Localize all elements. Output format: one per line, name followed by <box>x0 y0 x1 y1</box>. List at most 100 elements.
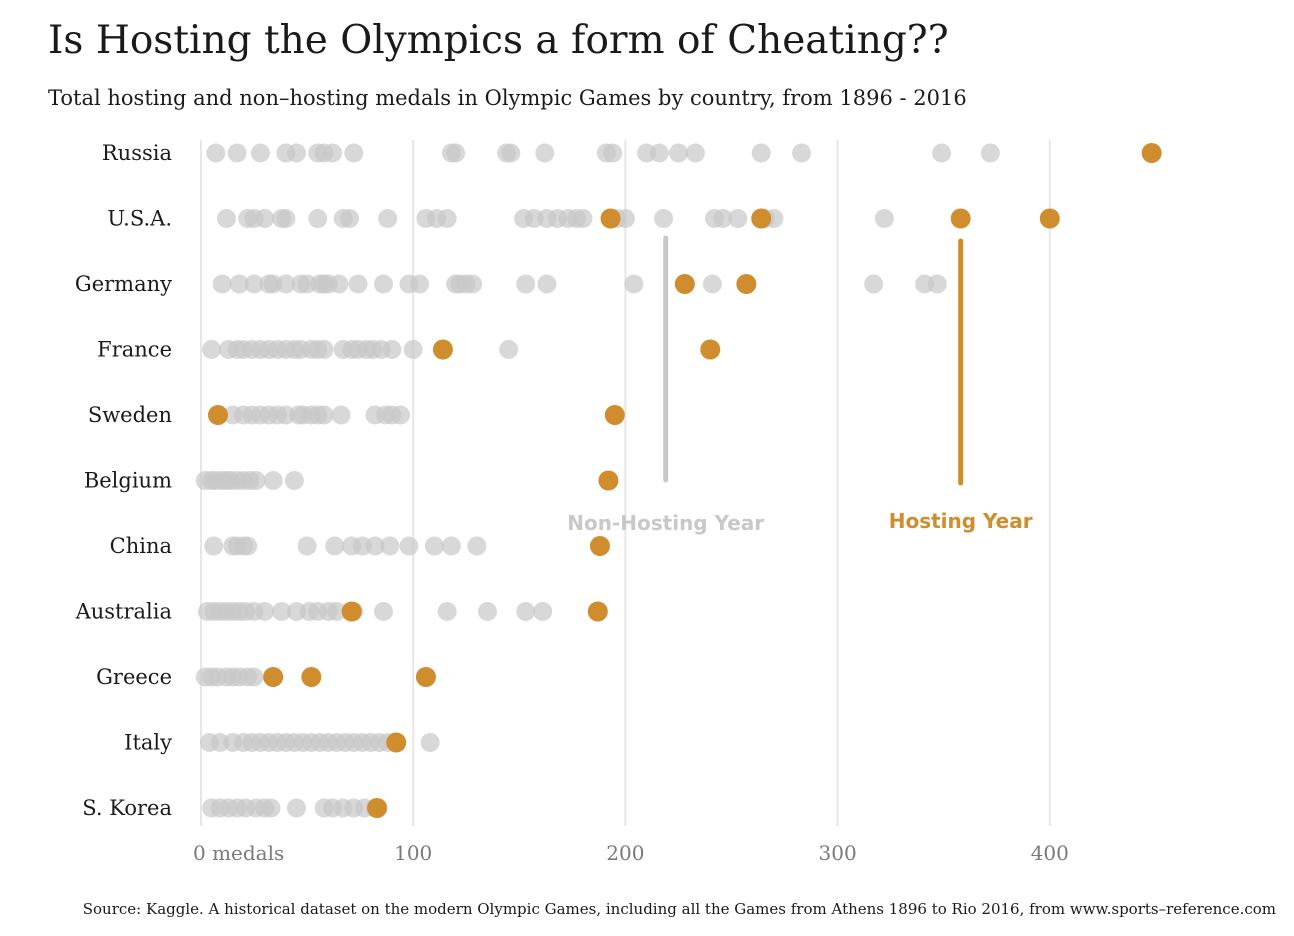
non-hosting-point <box>261 798 281 818</box>
non-hosting-point <box>728 209 748 228</box>
non-hosting-points <box>195 143 1000 818</box>
non-hosting-point <box>227 143 247 163</box>
non-hosting-point <box>340 209 360 228</box>
x-tick-label: 100 <box>394 841 432 865</box>
non-hosting-point <box>624 274 644 294</box>
non-hosting-point <box>927 274 947 294</box>
hosting-point <box>415 667 436 687</box>
hosting-point <box>263 667 284 687</box>
hosting-point <box>751 208 772 229</box>
non-hosting-point <box>533 602 553 621</box>
non-hosting-point <box>501 143 521 163</box>
non-hosting-point <box>702 274 722 294</box>
non-hosting-point <box>792 143 812 163</box>
non-hosting-point <box>399 536 419 556</box>
non-hosting-point <box>441 536 461 556</box>
hosting-point <box>341 601 362 622</box>
non-hosting-point <box>467 536 487 556</box>
non-hosting-point <box>516 602 536 621</box>
non-hosting-point <box>373 602 393 621</box>
non-hosting-point <box>499 340 519 359</box>
non-hosting-point <box>276 209 296 228</box>
non-hosting-point <box>603 143 623 163</box>
chart-title: Is Hosting the Olympics a form of Cheati… <box>48 18 949 63</box>
x-tick-label: 0 medals <box>193 841 284 865</box>
country-label: Belgium <box>84 469 172 493</box>
non-hosting-point <box>286 143 306 163</box>
non-hosting-point <box>365 536 385 556</box>
source-note: Source: Kaggle. A historical dataset on … <box>82 900 1276 918</box>
country-label: U.S.A. <box>107 207 172 231</box>
non-hosting-point <box>284 471 304 490</box>
non-hosting-point <box>537 274 557 294</box>
hosting-point <box>432 339 453 360</box>
country-label: Greece <box>96 665 172 689</box>
non-hosting-point <box>713 209 733 228</box>
annotation-label: Non-Hosting Year <box>567 511 764 535</box>
hosting-point <box>1141 143 1162 163</box>
hosting-point <box>598 470 619 491</box>
non-hosting-point <box>424 536 444 556</box>
non-hosting-point <box>864 274 884 294</box>
non-hosting-point <box>403 340 423 359</box>
non-hosting-point <box>477 602 497 621</box>
x-axis-ticks: 0 medals 100 200 300 400 <box>193 841 1069 865</box>
non-hosting-point <box>323 143 343 163</box>
non-hosting-point <box>286 798 306 818</box>
non-hosting-point <box>202 340 222 359</box>
hosting-point <box>301 667 322 687</box>
hosting-point <box>1039 208 1060 229</box>
grid-lines <box>200 140 1051 826</box>
non-hosting-point <box>420 733 440 752</box>
hosting-point <box>600 208 621 229</box>
non-hosting-point <box>344 143 364 163</box>
non-hosting-point <box>272 602 292 621</box>
non-hosting-point <box>314 340 334 359</box>
non-hosting-point <box>212 274 232 294</box>
hosting-point <box>700 339 721 360</box>
non-hosting-point <box>654 209 674 228</box>
hosting-point <box>386 732 407 753</box>
non-hosting-point <box>751 143 771 163</box>
country-label: Russia <box>102 141 172 165</box>
country-label: Italy <box>124 731 172 755</box>
non-hosting-point <box>263 471 283 490</box>
country-label: Australia <box>75 600 172 624</box>
country-label: Germany <box>75 272 172 296</box>
x-tick-label: 300 <box>819 841 857 865</box>
non-hosting-point <box>297 536 317 556</box>
x-tick-label: 400 <box>1031 841 1069 865</box>
non-hosting-point <box>329 274 349 294</box>
non-hosting-point <box>668 143 688 163</box>
annotation-label: Hosting Year <box>889 509 1033 533</box>
non-hosting-point <box>325 536 345 556</box>
non-hosting-point <box>874 209 894 228</box>
non-hosting-point <box>535 143 555 163</box>
non-hosting-point <box>932 143 952 163</box>
non-hosting-point <box>244 274 264 294</box>
non-hosting-point <box>327 602 347 621</box>
hosting-points <box>207 143 1162 818</box>
hosting-point <box>604 405 625 425</box>
non-hosting-point <box>685 143 705 163</box>
chart-subtitle: Total hosting and non–hosting medals in … <box>48 86 967 110</box>
hosting-point <box>207 405 228 425</box>
non-hosting-point <box>390 405 410 425</box>
non-hosting-point <box>573 209 593 228</box>
non-hosting-point <box>437 209 457 228</box>
country-label: Sweden <box>88 403 172 427</box>
non-hosting-point <box>410 274 430 294</box>
non-hosting-point <box>980 143 1000 163</box>
country-labels: Russia U.S.A. Germany France Sweden Belgium Ch… <box>75 141 173 820</box>
non-hosting-point <box>516 274 536 294</box>
non-hosting-point <box>348 274 368 294</box>
non-hosting-point <box>649 143 669 163</box>
non-hosting-point <box>437 602 457 621</box>
non-hosting-point <box>216 209 236 228</box>
non-hosting-point <box>463 274 483 294</box>
hosting-point <box>950 208 971 229</box>
non-hosting-point <box>378 209 398 228</box>
hosting-point <box>589 536 610 556</box>
annotations: Non-Hosting Year Hosting Year <box>567 235 1033 535</box>
non-hosting-point <box>246 471 266 490</box>
